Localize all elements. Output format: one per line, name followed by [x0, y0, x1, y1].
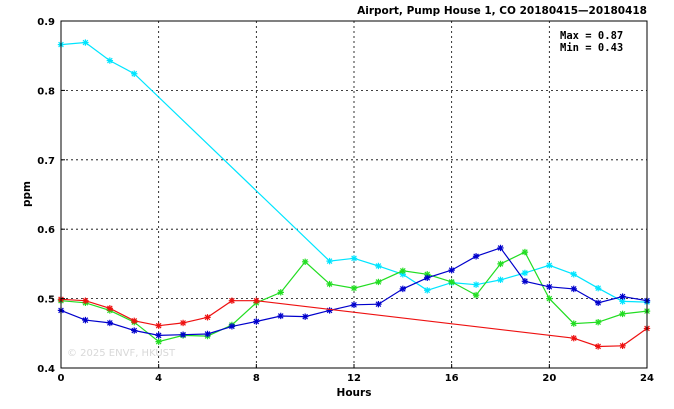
- data-point: [131, 317, 138, 325]
- data-point: [326, 257, 333, 265]
- data-point: [546, 262, 553, 269]
- data-point: [546, 295, 553, 302]
- data-point: [204, 314, 211, 321]
- data-point: [179, 331, 187, 338]
- data-point: [570, 320, 577, 327]
- data-point: [350, 301, 358, 309]
- data-point: [424, 274, 431, 281]
- data-point: [521, 248, 529, 256]
- data-point: [375, 278, 382, 286]
- x-tick-label: 12: [347, 373, 361, 384]
- data-point: [546, 283, 553, 291]
- grid: [61, 21, 647, 368]
- data-point: [106, 319, 114, 327]
- data-point: [424, 271, 431, 278]
- data-point: [131, 70, 138, 77]
- data-point: [228, 323, 236, 330]
- series-layer: [57, 39, 651, 350]
- data-point: [594, 299, 602, 306]
- plot-frame: [60, 20, 648, 369]
- data-point: [472, 291, 480, 299]
- data-point: [424, 287, 431, 294]
- data-point: [301, 313, 309, 320]
- data-point: [350, 255, 358, 262]
- x-tick-label: 4: [155, 373, 162, 384]
- y-tick-label: 0.5: [37, 295, 55, 306]
- data-point: [619, 342, 626, 349]
- series-3: [57, 244, 651, 339]
- x-tick-label: 8: [253, 373, 260, 384]
- data-point: [399, 271, 407, 278]
- x-axis-label: Hours: [337, 387, 372, 399]
- data-point: [155, 322, 162, 329]
- data-point: [448, 278, 455, 286]
- data-point: [326, 307, 333, 314]
- data-point: [204, 330, 211, 338]
- data-point: [82, 39, 89, 46]
- data-point: [497, 244, 504, 252]
- x-tick-label: 20: [542, 373, 556, 384]
- data-point: [521, 269, 529, 277]
- data-point: [594, 284, 602, 292]
- data-point: [448, 266, 455, 274]
- data-point: [82, 316, 89, 324]
- data-point: [497, 260, 504, 268]
- min-annotation: Min = 0.43: [560, 42, 623, 54]
- data-point: [131, 327, 138, 334]
- data-point: [399, 285, 407, 293]
- data-point: [472, 253, 480, 260]
- data-point: [570, 334, 577, 342]
- series-line: [60, 41, 648, 303]
- data-point: [375, 262, 382, 270]
- data-point: [82, 297, 89, 304]
- x-tick-label: 24: [640, 373, 654, 384]
- data-point: [594, 318, 602, 326]
- data-point: [326, 280, 333, 288]
- y-tick-label: 0.9: [37, 17, 55, 28]
- data-point: [521, 278, 529, 285]
- data-point: [594, 343, 602, 350]
- data-point: [301, 258, 309, 266]
- y-tick-label: 0.4: [37, 364, 55, 375]
- data-point: [253, 297, 260, 304]
- data-point: [619, 310, 626, 318]
- axis-ticks: 0 4 8 12 16 20 24 0.4 0.5 0.6 0.7 0.8 0.9: [37, 17, 654, 384]
- data-point: [228, 297, 236, 304]
- data-point: [619, 298, 626, 305]
- data-point: [277, 312, 284, 320]
- data-point: [399, 267, 407, 275]
- data-point: [570, 271, 577, 278]
- data-point: [619, 293, 626, 300]
- data-point: [350, 284, 358, 292]
- data-point: [106, 305, 114, 312]
- data-point: [106, 57, 114, 64]
- data-point: [472, 281, 480, 288]
- x-tick-label: 16: [445, 373, 459, 384]
- data-point: [253, 318, 260, 325]
- chart-title: Airport, Pump House 1, CO 20180415—20180…: [357, 5, 647, 17]
- y-tick-label: 0.7: [37, 156, 55, 167]
- x-tick-label: 0: [58, 373, 65, 384]
- max-annotation: Max = 0.87: [560, 30, 623, 42]
- data-point: [155, 332, 162, 339]
- y-axis-label: ppm: [21, 181, 33, 207]
- watermark: © 2025 ENVF, HKUST: [67, 348, 176, 359]
- data-point: [179, 319, 187, 327]
- y-tick-label: 0.6: [37, 225, 55, 236]
- y-tick-label: 0.8: [37, 86, 55, 97]
- data-point: [375, 300, 382, 308]
- data-point: [277, 289, 284, 296]
- data-point: [570, 285, 577, 293]
- data-point: [155, 338, 162, 345]
- data-point: [497, 276, 504, 284]
